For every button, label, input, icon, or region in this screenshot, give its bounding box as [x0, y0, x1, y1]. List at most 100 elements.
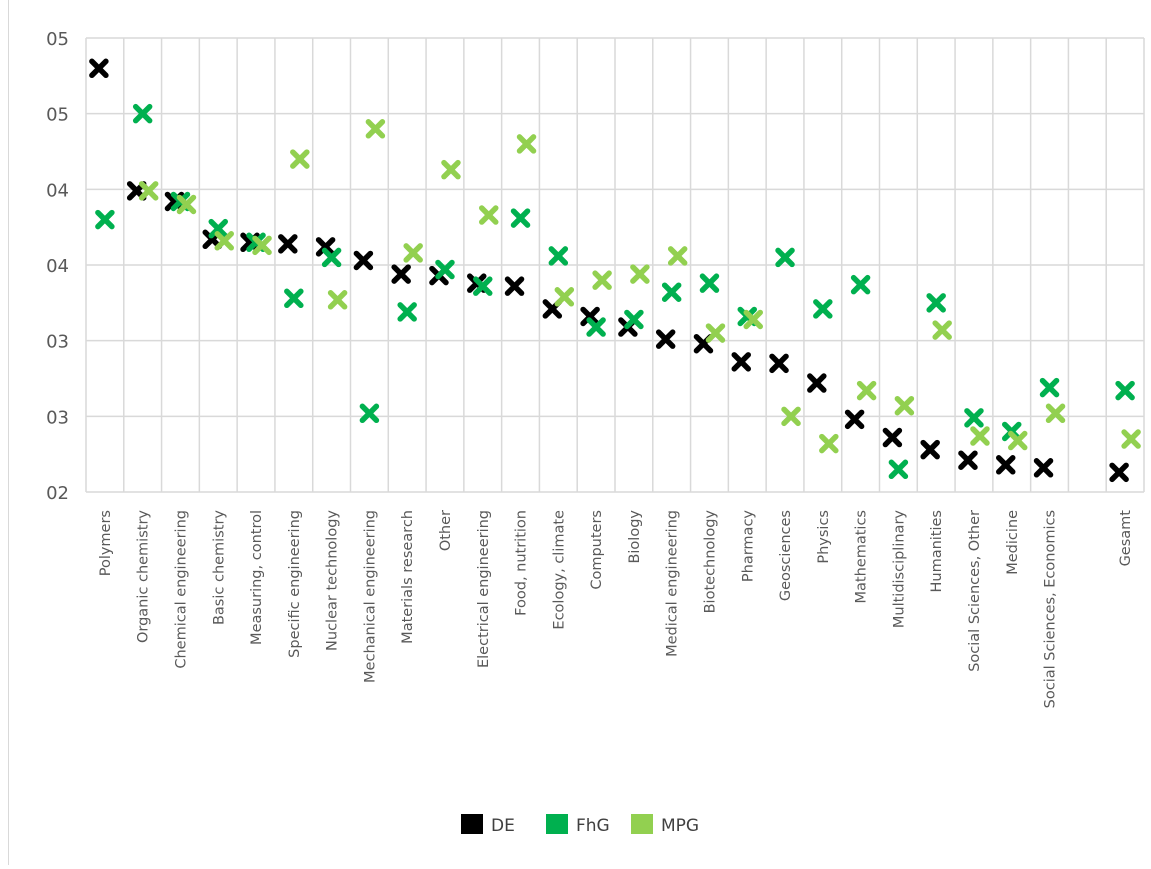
- legend-swatch: [631, 814, 653, 834]
- legend-swatch: [461, 814, 483, 834]
- legend-label: FhG: [576, 816, 610, 836]
- marker-de: [807, 373, 827, 393]
- x-category-label: Social Sciences, Economics: [1043, 510, 1059, 708]
- scatter-chart: 05 05 04 04 03 03 02 Polymers Organic chemistry…: [46, 29, 1145, 836]
- x-category-label: Computers: [589, 510, 605, 590]
- marker-de: [882, 427, 903, 448]
- x-category-label: Medical engineering: [665, 510, 681, 657]
- y-tick-label: 03: [46, 407, 69, 428]
- marker-de: [278, 234, 298, 254]
- marker-mpg: [856, 380, 877, 401]
- legend-label: MPG: [661, 816, 699, 836]
- marker-de: [844, 409, 865, 430]
- marker-mpg: [894, 395, 915, 416]
- marker-mpg: [290, 149, 310, 169]
- marker-de: [996, 455, 1016, 475]
- x-category-label: Humanities: [929, 510, 945, 593]
- chart-frame: 05 05 04 04 03 03 02 Polymers Organic chemistry…: [8, 0, 1151, 865]
- marker-fhg: [926, 293, 946, 313]
- marker-de: [920, 439, 940, 460]
- y-tick-label: 05: [46, 29, 69, 50]
- marker-fhg: [850, 274, 871, 295]
- x-category-label: Specific engineering: [287, 510, 303, 658]
- gridlines: [85, 37, 1145, 493]
- x-category-label: Electrical engineering: [476, 510, 492, 668]
- marker-fhg: [1039, 377, 1060, 398]
- y-tick-label: 03: [46, 332, 69, 353]
- x-category-label: Mechanical engineering: [362, 510, 378, 683]
- marker-fhg: [888, 459, 909, 480]
- marker-fhg: [661, 282, 682, 302]
- y-axis-tick-labels: 05 05 04 04 03 03 02: [46, 29, 69, 504]
- marker-de: [504, 276, 525, 296]
- marker-de: [958, 450, 978, 470]
- x-category-label: Physics: [816, 510, 832, 564]
- marker-fhg: [775, 247, 795, 268]
- marker-mpg: [176, 194, 197, 215]
- marker-fhg: [1115, 380, 1135, 401]
- x-axis-category-labels: Polymers Organic chemistry Chemical engine…: [98, 510, 1134, 709]
- marker-de: [353, 250, 374, 271]
- x-category-label: Pharmacy: [740, 510, 756, 583]
- marker-de: [315, 237, 336, 257]
- marker-fhg: [284, 288, 304, 309]
- marker-mpg: [970, 426, 990, 446]
- x-category-label: Organic chemistry: [136, 510, 152, 643]
- marker-fhg: [813, 299, 833, 319]
- marker-fhg: [321, 247, 342, 268]
- marker-mpg: [819, 433, 839, 454]
- marker-mpg: [554, 287, 575, 307]
- marker-mpg: [1045, 403, 1066, 424]
- x-category-label: Medicine: [1005, 510, 1021, 575]
- x-category-label: Food, nutrition: [514, 510, 530, 616]
- x-category-label: Mathematics: [854, 510, 870, 603]
- marker-mpg: [667, 246, 688, 266]
- x-category-label: Geosciences: [778, 510, 794, 601]
- marker-mpg: [138, 181, 159, 201]
- legend: DE FhG MPG: [461, 814, 699, 836]
- marker-mpg: [743, 309, 763, 330]
- marker-mpg: [479, 205, 499, 225]
- data-markers: [89, 58, 1141, 483]
- x-category-label: Ecology, climate: [551, 510, 567, 630]
- x-category-label: Social Sciences, Other: [967, 510, 983, 672]
- marker-mpg: [630, 264, 650, 284]
- x-category-label: Gesamt: [1118, 510, 1134, 567]
- marker-mpg: [252, 235, 272, 256]
- marker-mpg: [781, 406, 801, 427]
- x-category-label: Biotechnology: [702, 510, 718, 614]
- marker-fhg: [964, 408, 984, 428]
- marker-mpg: [441, 159, 461, 180]
- marker-fhg: [699, 273, 720, 293]
- marker-de: [1109, 462, 1129, 483]
- marker-mpg: [592, 270, 612, 290]
- marker-fhg: [132, 103, 153, 124]
- marker-fhg: [586, 317, 606, 337]
- x-category-label: Multidisciplinary: [891, 510, 907, 629]
- marker-de: [89, 58, 109, 79]
- marker-mpg: [1008, 430, 1028, 451]
- marker-de: [655, 329, 676, 349]
- x-category-label: Polymers: [98, 510, 114, 576]
- x-category-label: Chemical engineering: [173, 510, 189, 669]
- marker-fhg: [435, 259, 455, 280]
- marker-fhg: [95, 209, 115, 230]
- marker-de: [769, 353, 789, 374]
- y-tick-label: 02: [46, 483, 69, 504]
- marker-mpg: [516, 134, 537, 154]
- x-category-label: Biology: [627, 510, 643, 564]
- marker-de: [1033, 458, 1054, 478]
- y-tick-label: 04: [46, 180, 69, 201]
- marker-mpg: [932, 320, 952, 340]
- marker-de: [731, 352, 751, 372]
- x-category-label: Other: [438, 510, 454, 551]
- marker-de: [391, 264, 411, 284]
- x-category-label: Materials research: [400, 510, 416, 644]
- marker-mpg: [327, 290, 348, 310]
- marker-mpg: [1121, 429, 1141, 449]
- x-category-label: Measuring, control: [249, 510, 265, 645]
- marker-fhg: [208, 218, 228, 239]
- marker-fhg: [510, 208, 531, 228]
- marker-mpg: [214, 231, 234, 251]
- marker-fhg: [624, 309, 644, 330]
